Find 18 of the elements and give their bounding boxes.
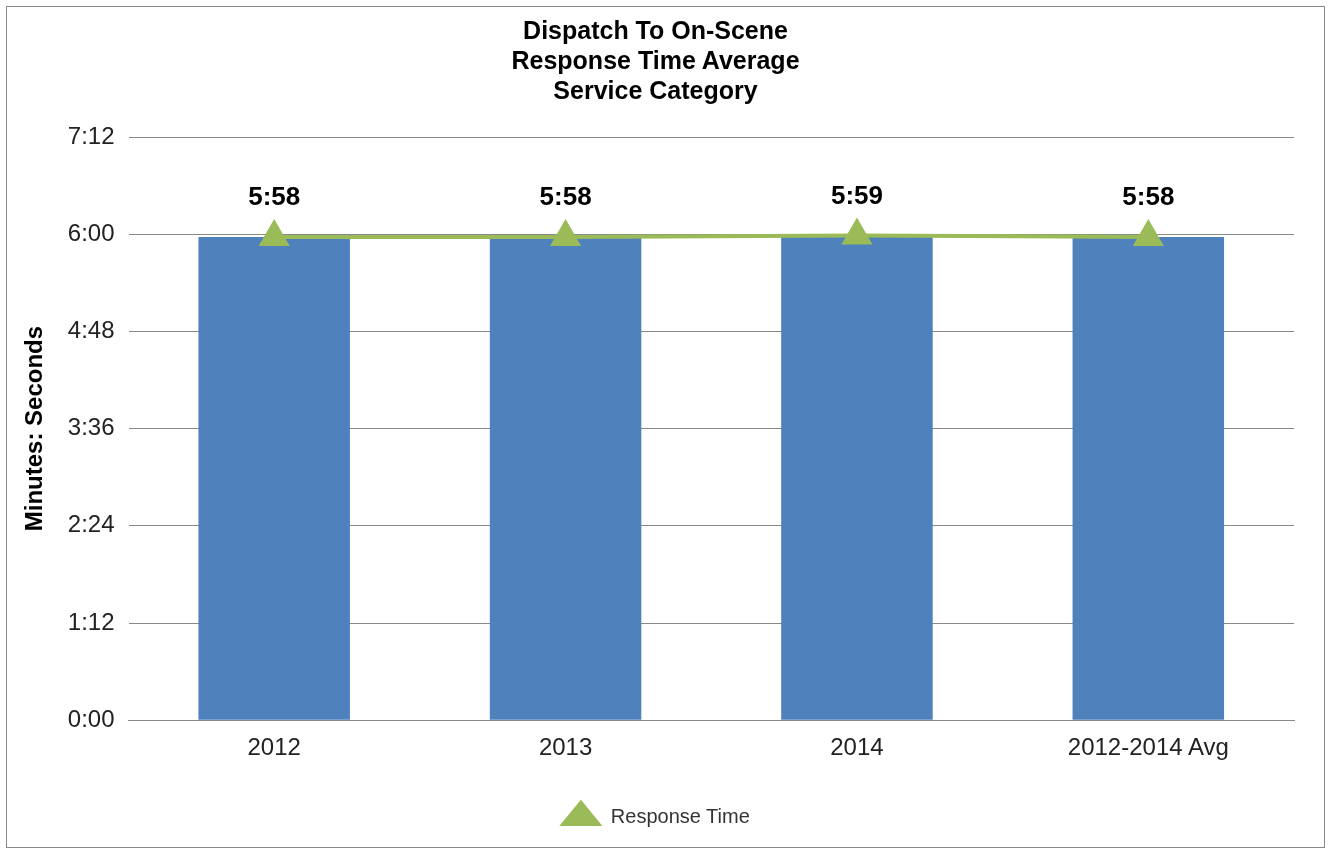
y-tick-label: 0:00: [67, 704, 115, 732]
data-label: 5:58: [248, 181, 301, 212]
y-tick-label: 6:00: [67, 218, 115, 246]
y-tick-label: 1:12: [67, 607, 115, 635]
chart-title: Dispatch To On-Scene Response Time Average Service Category: [511, 15, 800, 104]
data-label: 5:58: [1122, 181, 1175, 212]
data-label: 5:59: [830, 179, 883, 210]
x-tick-label: 2012: [247, 733, 301, 761]
y-tick-label: 2:24: [67, 510, 115, 538]
y-tick-label: 7:12: [67, 121, 115, 149]
x-tick-label: 2013: [538, 733, 593, 761]
y-axis-title: Minutes: Seconds: [20, 325, 48, 532]
data-label: 5:58: [539, 181, 592, 212]
x-tick-label: 2014: [830, 733, 884, 761]
y-tick-label: 4:48: [67, 316, 115, 344]
legend-label: Response Time: [610, 804, 750, 827]
x-tick-label: 2012-2014 Avg: [1067, 733, 1229, 761]
y-tick-label: 3:36: [67, 413, 115, 441]
